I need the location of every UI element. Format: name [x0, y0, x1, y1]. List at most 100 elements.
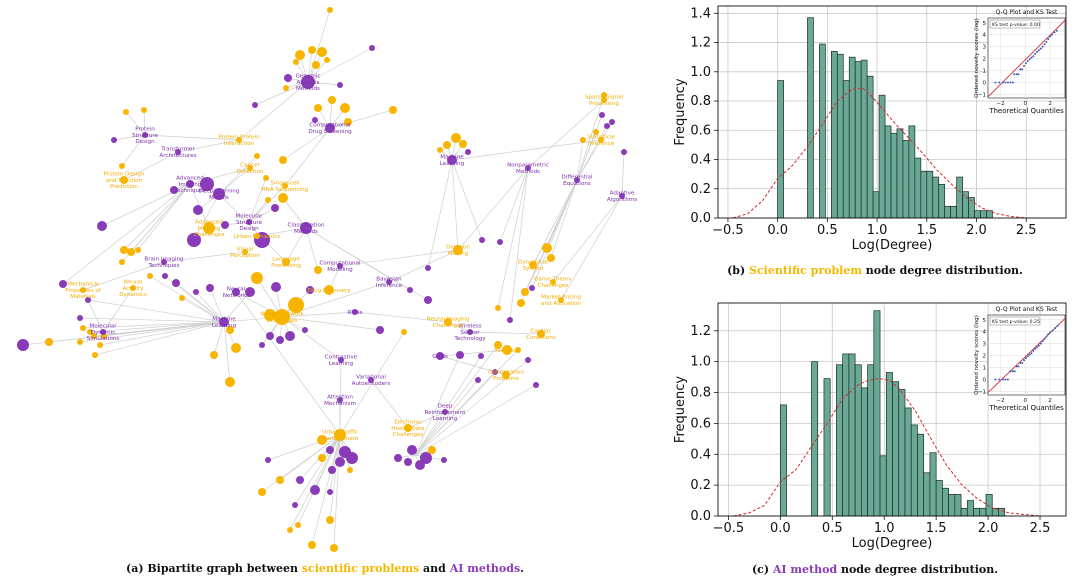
ai-method-node — [425, 265, 431, 271]
scientific-problem-node — [276, 476, 284, 484]
y-tick-label: 1.2 — [690, 324, 711, 339]
graph-edge — [143, 109, 146, 136]
x-tick-label: 2.0 — [966, 223, 987, 238]
plot-frame — [717, 5, 1067, 219]
scientific-problem-node — [77, 339, 83, 345]
qq-point — [1036, 346, 1039, 349]
ai-method-node — [424, 296, 432, 304]
scientific-problem-label: Advanced Imaging Challenges — [194, 219, 225, 238]
graph-edge — [532, 179, 578, 266]
ai-method-node — [306, 286, 314, 294]
scientific-problem-node — [502, 371, 510, 379]
scientific-problem-node — [147, 273, 153, 279]
scientific-problem-node — [324, 57, 330, 63]
scientific-problem-node — [330, 544, 338, 552]
scientific-problem-node — [80, 287, 86, 293]
ticks: −0.5 0.0 0.5 1.0 1.5 2.0 2.50.00.20.40.60.81.0… — [690, 324, 1050, 536]
y-tick-label: 0.2 — [690, 478, 711, 493]
scientific-problem-node — [120, 176, 128, 184]
ks-box — [989, 316, 1041, 326]
inset-x-tick-label: 0 — [1024, 101, 1028, 107]
scientific-problem-node — [278, 193, 288, 203]
ai-method-node — [327, 489, 333, 495]
ai-method-node — [271, 282, 281, 292]
ai-method-node — [162, 273, 168, 279]
qq-point — [1036, 50, 1039, 53]
ai-method-node — [271, 204, 279, 212]
ai-method-node — [252, 102, 258, 108]
graph-edge — [333, 434, 341, 549]
histogram-bar — [938, 184, 946, 219]
histogram-bar — [904, 407, 912, 517]
qq-point — [1017, 365, 1020, 368]
qq-point — [1015, 73, 1018, 76]
y-tick-label: 0.8 — [690, 94, 711, 109]
scientific-problem-label: Dynamical System — [518, 260, 548, 272]
ai-method-label: Molecular Structure Design — [235, 213, 263, 232]
qq-point — [1015, 365, 1018, 368]
histogram-bar — [777, 80, 784, 219]
ai-method-node — [292, 502, 298, 508]
qq-point — [1055, 29, 1058, 32]
ai-method-node — [206, 284, 214, 292]
qq-point — [1056, 324, 1059, 327]
y-tick-label: 1.4 — [690, 6, 711, 21]
graph-edge — [181, 297, 225, 323]
ai-method-node — [175, 149, 181, 155]
qq-point — [1009, 370, 1012, 373]
graph-edge — [94, 321, 225, 356]
graph-edge — [414, 379, 479, 456]
histogram-bar — [974, 210, 981, 219]
inset-y-tick-label: 2 — [983, 57, 987, 63]
inset-x-tick-label: 0 — [1024, 398, 1028, 404]
scientific-problem-node — [328, 96, 336, 104]
inset-y-tick-label: 1 — [983, 69, 987, 75]
ai-method-label: Machine Learning — [212, 317, 237, 329]
histogram-bar — [960, 507, 968, 517]
graph-edge — [223, 321, 231, 383]
graph-edge — [254, 81, 309, 106]
qq-point — [1028, 353, 1031, 356]
ai-method-node — [296, 476, 304, 484]
ai-method-node — [100, 329, 106, 335]
ai-method-label: Neural Networks — [223, 287, 249, 299]
histogram-bar — [854, 61, 862, 219]
ai-method-node — [604, 123, 610, 129]
ai-method-label: Deep Learning Models — [199, 189, 240, 201]
graph-edge — [370, 379, 409, 429]
ai-method-label: Computational Drug Screening — [308, 123, 352, 135]
qq-point — [1013, 370, 1016, 373]
graph-edge — [576, 94, 605, 181]
histogram-bar — [980, 210, 987, 219]
qq-point — [1030, 56, 1033, 59]
graph-edge — [497, 167, 529, 309]
scientific-problem-node — [453, 245, 463, 255]
scientific-problem-node — [401, 329, 407, 335]
ai-method-node — [266, 332, 274, 340]
graph-edge — [388, 249, 459, 283]
scientific-problem-node — [494, 341, 502, 349]
graph-edge — [499, 167, 529, 243]
graph-edge — [457, 167, 529, 251]
scientific-problem-node — [327, 7, 333, 13]
ai-method-node — [436, 352, 444, 360]
scientific-problem-node — [558, 297, 564, 303]
qq-point — [1021, 68, 1024, 71]
graph-edge — [149, 275, 225, 323]
ks-label: KS test p-value: 0.00 — [992, 22, 1040, 28]
ai-method-node — [193, 205, 203, 215]
inset-x-label: Theoretical Quantiles — [988, 107, 1064, 115]
graph-edge — [79, 317, 225, 323]
graph-edge — [451, 159, 459, 251]
scientific-problem-node — [80, 325, 86, 331]
qq-point — [1023, 359, 1026, 362]
ai-method-node — [407, 445, 417, 455]
scientific-problem-label: Electronic Health Data Challenges — [391, 419, 425, 438]
qq-point — [1053, 31, 1056, 34]
qq-point — [1043, 337, 1046, 340]
graph-edge — [121, 134, 146, 167]
qq-point — [1037, 344, 1040, 347]
scientific-problem-node — [444, 318, 452, 326]
ai-method-node — [285, 331, 295, 341]
scientific-problem-node — [451, 133, 461, 143]
